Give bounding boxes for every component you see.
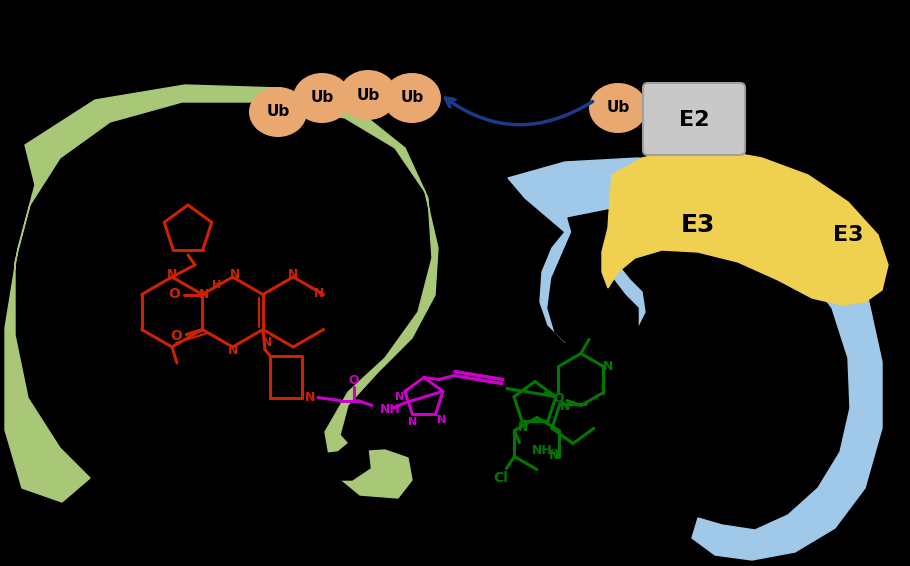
- Polygon shape: [508, 158, 882, 560]
- Text: O: O: [168, 288, 180, 302]
- Ellipse shape: [293, 73, 351, 123]
- Text: N: N: [408, 417, 417, 427]
- Text: CDK4/6: CDK4/6: [55, 182, 135, 201]
- Ellipse shape: [339, 70, 397, 120]
- Text: N: N: [262, 336, 272, 349]
- Text: E2: E2: [679, 110, 709, 130]
- Polygon shape: [5, 85, 438, 502]
- Text: O: O: [349, 374, 359, 387]
- Text: N: N: [229, 268, 240, 281]
- Text: N: N: [603, 360, 613, 373]
- Text: Ub: Ub: [267, 105, 289, 119]
- Text: NH: NH: [380, 403, 400, 416]
- Text: NH₂: NH₂: [531, 444, 558, 457]
- Text: N: N: [305, 391, 315, 404]
- Text: N: N: [437, 415, 446, 424]
- Text: N: N: [395, 392, 405, 402]
- Text: N: N: [199, 288, 209, 301]
- Ellipse shape: [383, 73, 441, 123]
- Polygon shape: [28, 148, 382, 480]
- Text: N: N: [228, 345, 238, 358]
- Text: N: N: [518, 421, 528, 434]
- Text: O: O: [553, 392, 564, 405]
- Text: N: N: [167, 268, 177, 281]
- Text: H: H: [212, 280, 221, 289]
- FancyBboxPatch shape: [643, 83, 745, 155]
- Text: Cl: Cl: [493, 470, 508, 484]
- Text: N: N: [550, 449, 560, 462]
- Text: Ub: Ub: [357, 88, 379, 102]
- Polygon shape: [548, 208, 812, 515]
- Polygon shape: [602, 150, 888, 305]
- Text: Ub: Ub: [310, 91, 334, 105]
- Ellipse shape: [589, 83, 647, 133]
- Text: E3: E3: [681, 213, 715, 237]
- Text: N: N: [288, 268, 298, 281]
- Text: N: N: [560, 400, 571, 413]
- Text: Ub: Ub: [400, 91, 424, 105]
- Text: E3: E3: [833, 225, 864, 245]
- Text: N: N: [314, 287, 325, 300]
- Ellipse shape: [249, 87, 307, 137]
- Text: O: O: [170, 329, 182, 344]
- Text: Ub: Ub: [606, 101, 630, 115]
- FancyArrowPatch shape: [445, 98, 592, 125]
